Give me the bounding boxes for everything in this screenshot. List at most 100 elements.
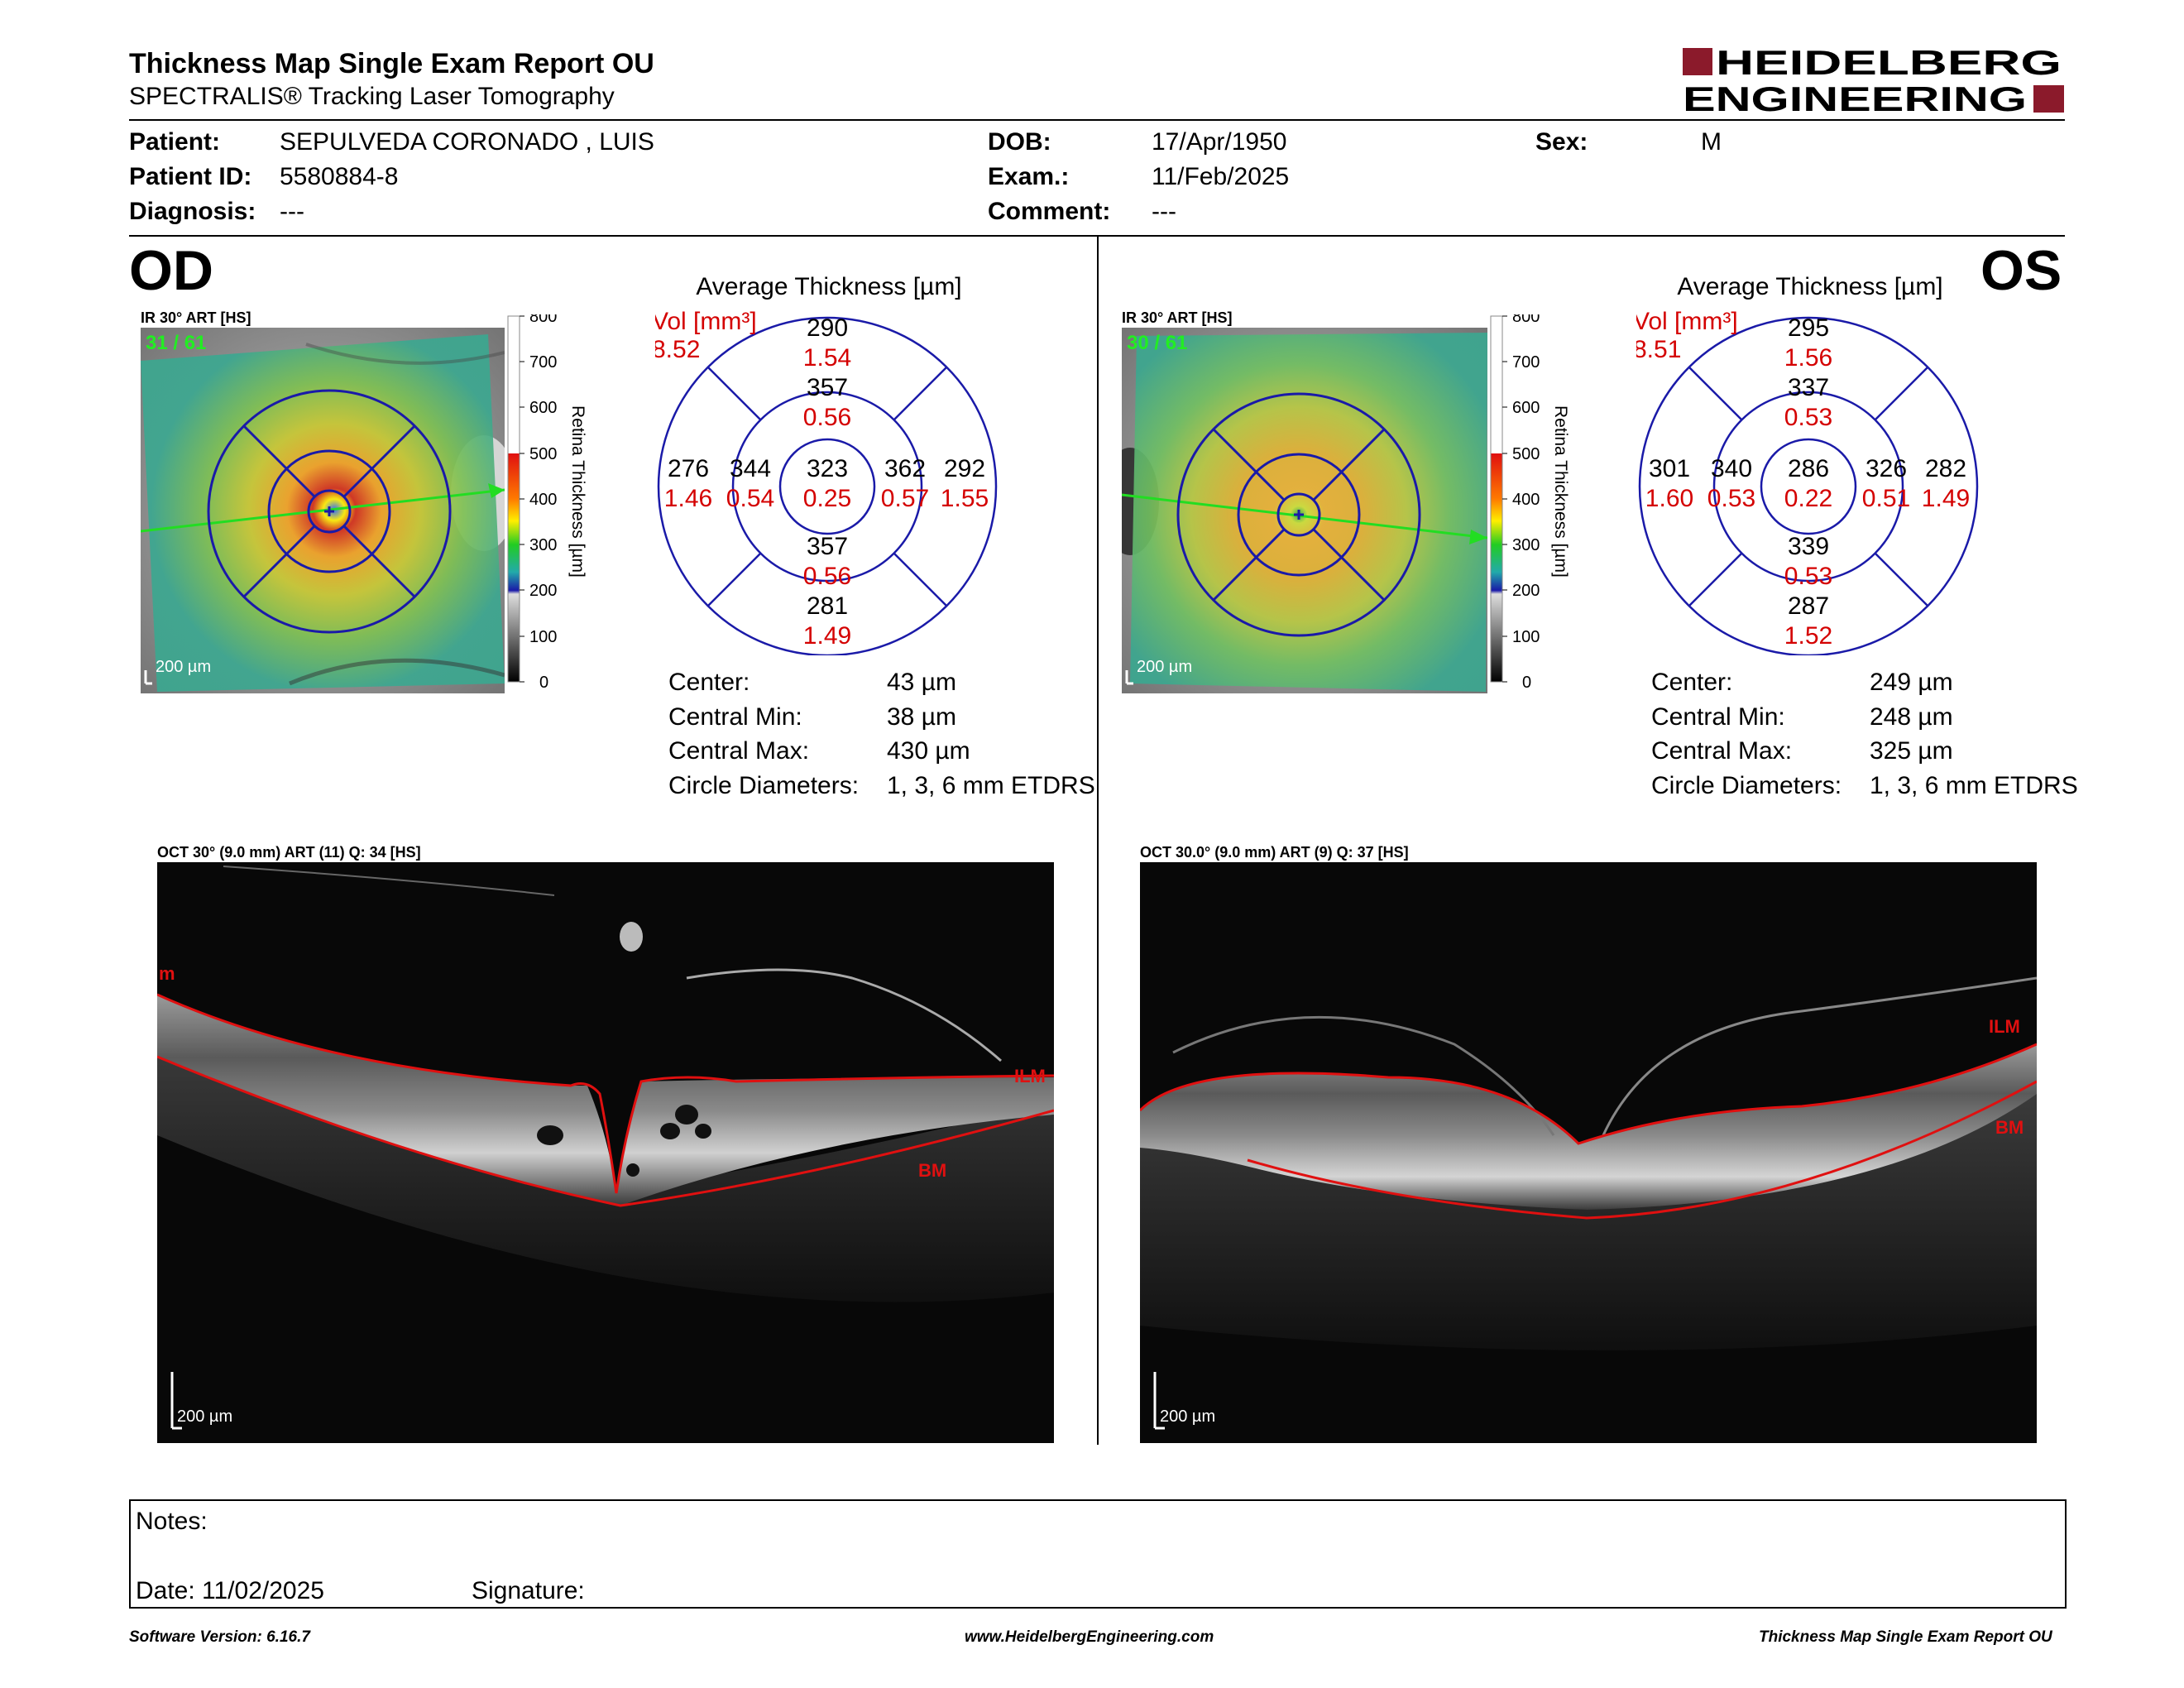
os-diam-value: 1, 3, 6 mm ETDRS <box>1870 772 2078 799</box>
os-diam-label: Circle Diameters: <box>1651 772 1842 799</box>
os-vol-total: 8.51 <box>1636 336 1681 363</box>
od-inner-inf-vol: 0.56 <box>803 563 851 590</box>
od-map-scale: 200 µm <box>156 658 211 676</box>
od-oct-label: OCT 30° (9.0 mm) ART (11) Q: 34 [HS] <box>157 844 421 861</box>
od-etdrs-grid: Average Thickness [µm] Vol [mm³] 8.52 29… <box>652 266 1003 657</box>
header-divider <box>129 119 2065 121</box>
os-center-vol: 0.22 <box>1784 485 1832 512</box>
svg-text:500: 500 <box>529 445 557 463</box>
svg-text:700: 700 <box>529 353 557 372</box>
od-min-label: Central Min: <box>668 703 802 731</box>
od-eye-label: OD <box>129 239 213 302</box>
od-outer-inf-vol: 1.49 <box>803 622 851 650</box>
patient-label: Patient: <box>129 128 221 156</box>
od-color-scale: 800 700 600 500 400 300 200 100 0 Retina… <box>506 308 597 695</box>
os-inner-right-thk: 326 <box>1866 455 1907 482</box>
os-max-label: Central Max: <box>1651 737 1793 765</box>
od-center-thk: 323 <box>807 455 848 482</box>
os-ir-label: IR 30° ART [HS] <box>1122 309 1233 326</box>
os-outer-sup-vol: 1.56 <box>1784 344 1832 372</box>
os-etdrs-title: Average Thickness [µm] <box>1677 273 1942 300</box>
exam-date: 11/Feb/2025 <box>1152 163 1290 190</box>
os-outer-inf-vol: 1.52 <box>1784 622 1832 650</box>
od-bm-tag: BM <box>918 1160 946 1181</box>
od-min-value: 38 µm <box>887 703 956 731</box>
notes-label: Notes: <box>136 1508 208 1535</box>
os-oct-label: OCT 30.0° (9.0 mm) ART (9) Q: 37 [HS] <box>1140 844 1409 861</box>
od-outer-inf-thk: 281 <box>807 592 848 620</box>
os-min-value: 248 µm <box>1870 703 1953 731</box>
os-outer-right-vol: 1.49 <box>1922 485 1970 512</box>
svg-text:0: 0 <box>539 674 548 692</box>
os-outer-sup-thk: 295 <box>1788 314 1829 342</box>
report-title: Thickness Map Single Exam Report OU <box>129 48 654 79</box>
od-outer-right-vol: 1.55 <box>941 485 989 512</box>
svg-text:400: 400 <box>529 491 557 509</box>
od-max-value: 430 µm <box>887 737 970 765</box>
patient-id-label: Patient ID: <box>129 163 252 190</box>
svg-text:ENGINEERING: ENGINEERING <box>1683 79 2027 117</box>
od-vol-total: 8.52 <box>655 336 700 363</box>
svg-text:100: 100 <box>1512 628 1540 646</box>
od-outer-sup-thk: 290 <box>807 314 848 342</box>
os-eye-label: OS <box>1980 239 2062 302</box>
svg-text:100: 100 <box>529 628 557 646</box>
os-etdrs-grid: Average Thickness [µm] Vol [mm³] 8.51 29… <box>1633 266 1984 657</box>
od-diam-label: Circle Diameters: <box>668 772 860 799</box>
os-oct-scale: 200 µm <box>1160 1407 1215 1426</box>
diagnosis-label: Diagnosis: <box>129 198 256 225</box>
svg-text:Retina Thickness [µm]: Retina Thickness [µm] <box>568 405 587 578</box>
os-center-label: Center: <box>1651 669 1733 696</box>
svg-text:300: 300 <box>1512 536 1540 554</box>
svg-text:800: 800 <box>529 314 557 326</box>
od-ilm-tag: ILM <box>1014 1066 1046 1086</box>
od-inner-right-vol: 0.57 <box>881 485 929 512</box>
svg-text:Retina Thickness [µm]: Retina Thickness [µm] <box>1551 405 1570 578</box>
od-frame-counter: 31 / 61 <box>146 332 206 354</box>
os-min-label: Central Min: <box>1651 703 1785 731</box>
od-inner-left-thk: 344 <box>730 455 771 482</box>
od-inner-sup-thk: 357 <box>807 374 848 401</box>
os-center-value: 249 µm <box>1870 669 1953 696</box>
od-thickness-map: 31 / 61 200 µm <box>140 328 517 693</box>
os-max-value: 325 µm <box>1870 737 1953 765</box>
footer-report-name: Thickness Map Single Exam Report OU <box>1759 1628 2052 1646</box>
sex-value: M <box>1701 128 1722 156</box>
patient-name: SEPULVEDA CORONADO , LUIS <box>280 128 654 156</box>
os-inner-left-thk: 340 <box>1711 455 1752 482</box>
os-ilm-tag: ILM <box>1989 1016 2020 1037</box>
os-inner-inf-thk: 339 <box>1788 533 1829 560</box>
exam-label: Exam.: <box>988 163 1070 190</box>
od-ir-label: IR 30° ART [HS] <box>141 309 251 326</box>
os-map-scale: 200 µm <box>1137 658 1192 676</box>
heidelberg-logo: HEIDELBERG ENGINEERING <box>1683 43 2065 118</box>
comment-label: Comment: <box>988 198 1111 225</box>
os-bm-tag: BM <box>1995 1117 2024 1138</box>
eye-divider <box>1097 237 1099 1445</box>
svg-text:600: 600 <box>1512 399 1540 417</box>
dob-label: DOB: <box>988 128 1051 156</box>
patient-id: 5580884-8 <box>280 163 399 190</box>
svg-text:HEIDELBERG: HEIDELBERG <box>1716 43 2062 82</box>
os-outer-left-thk: 301 <box>1649 455 1690 482</box>
od-vol-label: Vol [mm³] <box>655 308 757 335</box>
od-diam-value: 1, 3, 6 mm ETDRS <box>887 772 1095 799</box>
os-outer-right-thk: 282 <box>1925 455 1966 482</box>
od-inner-right-thk: 362 <box>884 455 926 482</box>
dob-value: 17/Apr/1950 <box>1152 128 1287 156</box>
svg-text:700: 700 <box>1512 353 1540 372</box>
software-version: Software Version: 6.16.7 <box>129 1628 310 1646</box>
os-inner-right-vol: 0.51 <box>1862 485 1910 512</box>
website-link[interactable]: www.HeidelbergEngineering.com <box>965 1628 1214 1646</box>
svg-text:500: 500 <box>1512 445 1540 463</box>
od-oct-scale: 200 µm <box>177 1407 232 1426</box>
info-divider <box>129 235 2065 237</box>
os-outer-left-vol: 1.60 <box>1645 485 1693 512</box>
comment-value: --- <box>1152 198 1176 225</box>
os-thickness-map: 30 / 61 200 µm <box>1101 328 1488 693</box>
notes-date: Date: 11/02/2025 <box>136 1577 324 1604</box>
svg-text:0: 0 <box>1522 674 1531 692</box>
notes-box[interactable]: Notes: Date: 11/02/2025 Signature: <box>129 1499 2067 1609</box>
od-edge-tag: m <box>159 963 175 984</box>
os-inner-left-vol: 0.53 <box>1707 485 1755 512</box>
